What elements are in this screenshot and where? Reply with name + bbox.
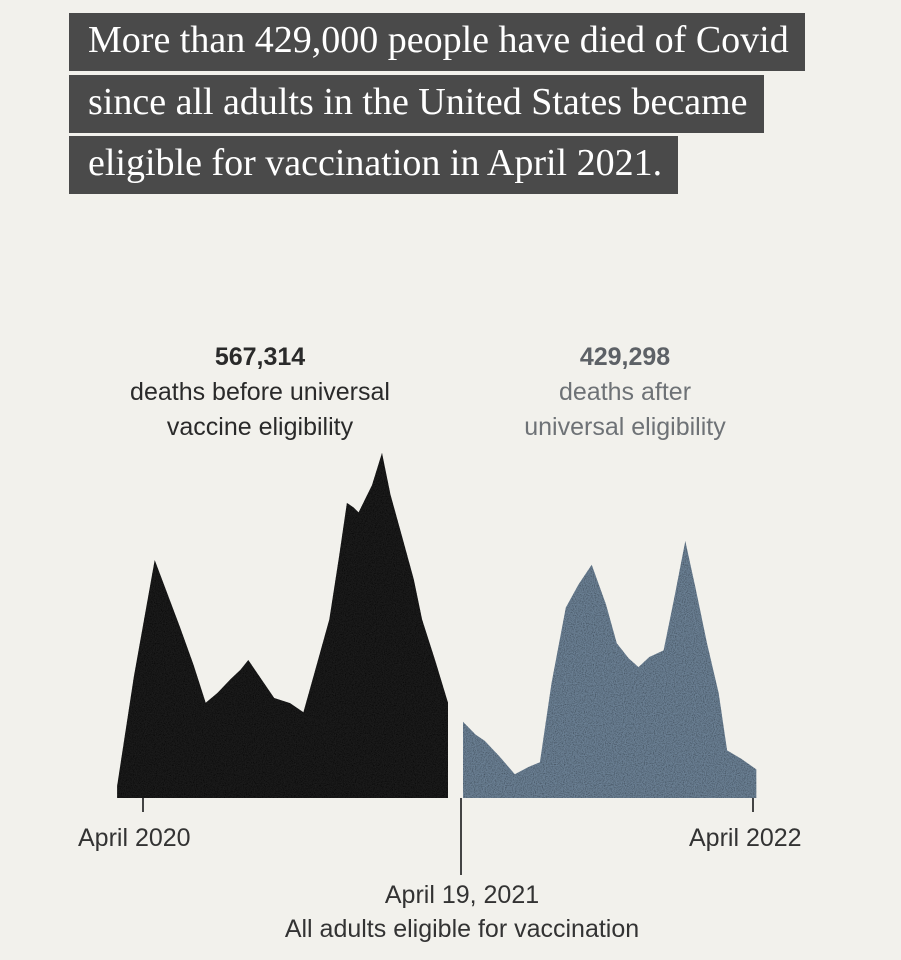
event-label: April 19, 2021 All adults eligible for v… [0,878,901,946]
headline-text: More than 429,000 people have died of Co… [69,13,805,194]
stat-after-label: deaths after universal eligibility [524,378,726,441]
area-series-2 [463,541,757,798]
stat-after: 429,298 deaths after universal eligibili… [450,340,800,445]
event-text: All adults eligible for vaccination [284,915,640,943]
stat-after-value: 429,298 [579,343,671,371]
stat-before-label: deaths before universal vaccine eligibil… [130,378,390,441]
headline: More than 429,000 people have died of Co… [69,10,859,195]
stat-before-value: 567,314 [214,343,306,371]
area-series-1 [117,452,449,798]
x-tick-label-end: April 2022 [689,824,802,852]
event-date: April 19, 2021 [384,881,540,909]
x-tick-label-start: April 2020 [78,824,191,852]
stat-before: 567,314 deaths before universal vaccine … [80,340,440,445]
